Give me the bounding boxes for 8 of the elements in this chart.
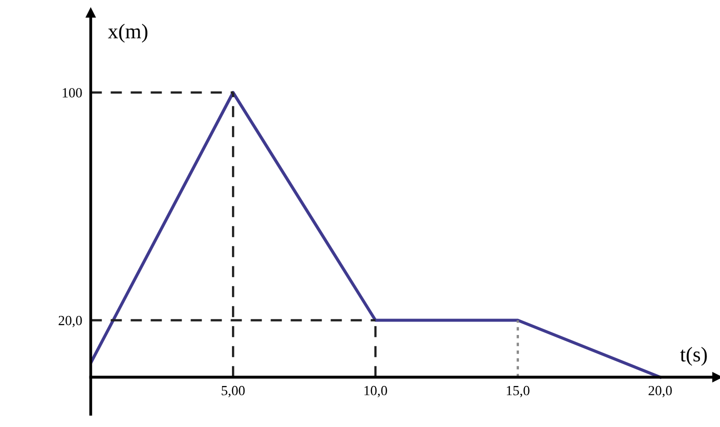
x-axis-title: t(s) bbox=[680, 346, 707, 366]
y-tick-label: 100 bbox=[62, 88, 82, 98]
line-series bbox=[90, 90, 662, 379]
y-axis-title: x(m) bbox=[108, 24, 148, 43]
x-tick-label: 10,0 bbox=[364, 386, 388, 398]
x-tick-label: 5,00 bbox=[222, 386, 245, 398]
x-tick-label: 15,0 bbox=[506, 386, 530, 398]
x-tick-label: 20,0 bbox=[648, 386, 672, 398]
